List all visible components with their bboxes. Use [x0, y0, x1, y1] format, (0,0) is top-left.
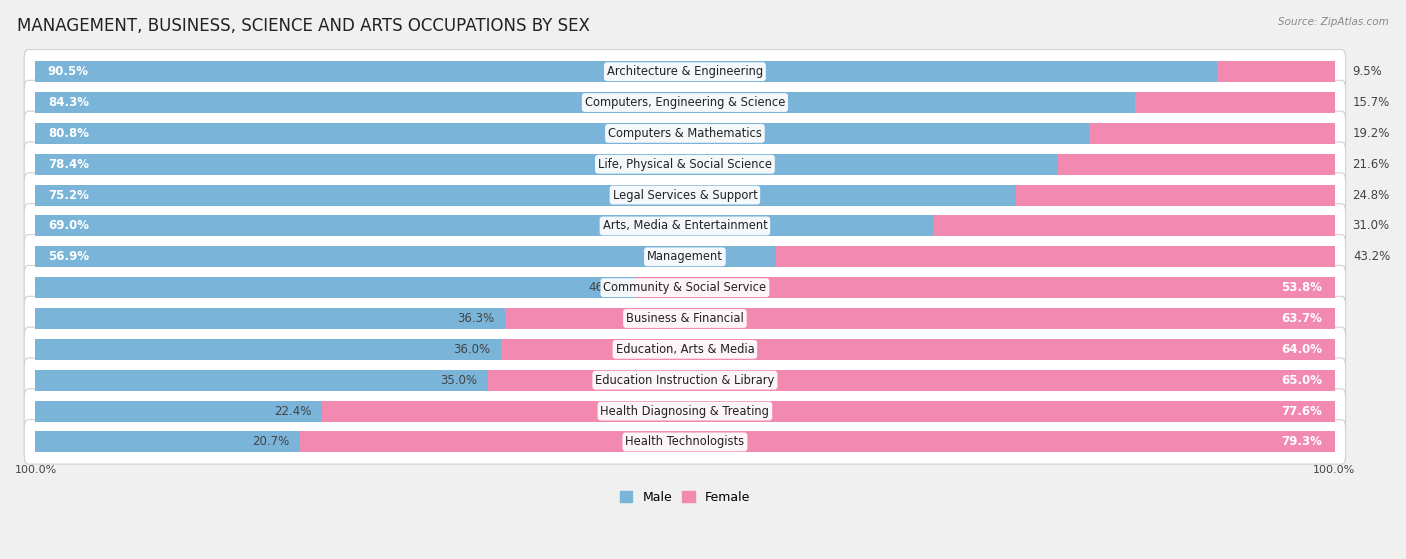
- Text: 63.7%: 63.7%: [1281, 312, 1322, 325]
- Bar: [1218, 61, 1341, 82]
- Bar: [28, 369, 488, 391]
- Bar: [776, 247, 1343, 267]
- Text: 100.0%: 100.0%: [15, 465, 58, 475]
- Bar: [28, 247, 776, 267]
- FancyBboxPatch shape: [24, 173, 1346, 217]
- Bar: [488, 369, 1341, 391]
- Text: Computers, Engineering & Science: Computers, Engineering & Science: [585, 96, 785, 109]
- Text: Business & Financial: Business & Financial: [626, 312, 744, 325]
- Text: 24.8%: 24.8%: [1353, 188, 1389, 202]
- Text: 20.7%: 20.7%: [252, 435, 290, 448]
- Text: 84.3%: 84.3%: [48, 96, 89, 109]
- Bar: [322, 401, 1341, 421]
- FancyBboxPatch shape: [24, 420, 1346, 464]
- Bar: [1136, 92, 1341, 113]
- Text: MANAGEMENT, BUSINESS, SCIENCE AND ARTS OCCUPATIONS BY SEX: MANAGEMENT, BUSINESS, SCIENCE AND ARTS O…: [17, 17, 589, 35]
- Bar: [28, 215, 935, 236]
- Text: 79.3%: 79.3%: [1281, 435, 1322, 448]
- Text: 75.2%: 75.2%: [48, 188, 89, 202]
- Text: Legal Services & Support: Legal Services & Support: [613, 188, 758, 202]
- FancyBboxPatch shape: [24, 111, 1346, 155]
- Text: Life, Physical & Social Science: Life, Physical & Social Science: [598, 158, 772, 170]
- Text: Source: ZipAtlas.com: Source: ZipAtlas.com: [1278, 17, 1389, 27]
- Bar: [28, 61, 1218, 82]
- Bar: [935, 215, 1341, 236]
- Bar: [28, 184, 1017, 206]
- Bar: [1057, 154, 1341, 175]
- Legend: Male, Female: Male, Female: [614, 486, 755, 509]
- Bar: [299, 432, 1341, 452]
- Text: Education, Arts & Media: Education, Arts & Media: [616, 343, 754, 356]
- FancyBboxPatch shape: [24, 203, 1346, 248]
- Text: 22.4%: 22.4%: [274, 405, 312, 418]
- Bar: [28, 92, 1136, 113]
- Bar: [637, 277, 1343, 298]
- Text: 80.8%: 80.8%: [48, 127, 89, 140]
- Bar: [501, 339, 1341, 360]
- Text: 35.0%: 35.0%: [440, 374, 478, 387]
- Text: 21.6%: 21.6%: [1353, 158, 1389, 170]
- Text: 36.3%: 36.3%: [457, 312, 495, 325]
- FancyBboxPatch shape: [24, 358, 1346, 402]
- Bar: [28, 339, 501, 360]
- Text: 65.0%: 65.0%: [1281, 374, 1322, 387]
- Text: 43.2%: 43.2%: [1354, 250, 1391, 263]
- FancyBboxPatch shape: [24, 296, 1346, 341]
- Text: Community & Social Service: Community & Social Service: [603, 281, 766, 294]
- Text: 9.5%: 9.5%: [1353, 65, 1382, 78]
- Text: Management: Management: [647, 250, 723, 263]
- FancyBboxPatch shape: [24, 142, 1346, 187]
- Bar: [28, 401, 322, 421]
- Bar: [28, 432, 299, 452]
- Text: 36.0%: 36.0%: [453, 343, 491, 356]
- Bar: [28, 154, 1057, 175]
- Text: 90.5%: 90.5%: [48, 65, 89, 78]
- Text: 31.0%: 31.0%: [1353, 220, 1389, 233]
- Bar: [1090, 123, 1341, 144]
- Text: Arts, Media & Entertainment: Arts, Media & Entertainment: [603, 220, 768, 233]
- Bar: [28, 123, 1090, 144]
- FancyBboxPatch shape: [24, 266, 1346, 310]
- Text: 53.8%: 53.8%: [1281, 281, 1322, 294]
- FancyBboxPatch shape: [24, 80, 1346, 125]
- Text: 78.4%: 78.4%: [48, 158, 89, 170]
- Bar: [505, 308, 1341, 329]
- FancyBboxPatch shape: [24, 389, 1346, 433]
- FancyBboxPatch shape: [24, 235, 1346, 279]
- Bar: [1017, 184, 1341, 206]
- Text: 46.3%: 46.3%: [589, 281, 626, 294]
- FancyBboxPatch shape: [24, 49, 1346, 94]
- Text: Architecture & Engineering: Architecture & Engineering: [607, 65, 763, 78]
- Text: Education Instruction & Library: Education Instruction & Library: [595, 374, 775, 387]
- Text: 77.6%: 77.6%: [1281, 405, 1322, 418]
- Text: 15.7%: 15.7%: [1353, 96, 1389, 109]
- Text: Health Diagnosing & Treating: Health Diagnosing & Treating: [600, 405, 769, 418]
- FancyBboxPatch shape: [24, 327, 1346, 372]
- Text: 19.2%: 19.2%: [1353, 127, 1389, 140]
- Text: Health Technologists: Health Technologists: [626, 435, 744, 448]
- Bar: [28, 277, 637, 298]
- Text: Computers & Mathematics: Computers & Mathematics: [607, 127, 762, 140]
- Text: 69.0%: 69.0%: [48, 220, 89, 233]
- Text: 64.0%: 64.0%: [1281, 343, 1322, 356]
- Text: 100.0%: 100.0%: [1313, 465, 1355, 475]
- Bar: [28, 308, 505, 329]
- Text: 56.9%: 56.9%: [48, 250, 89, 263]
